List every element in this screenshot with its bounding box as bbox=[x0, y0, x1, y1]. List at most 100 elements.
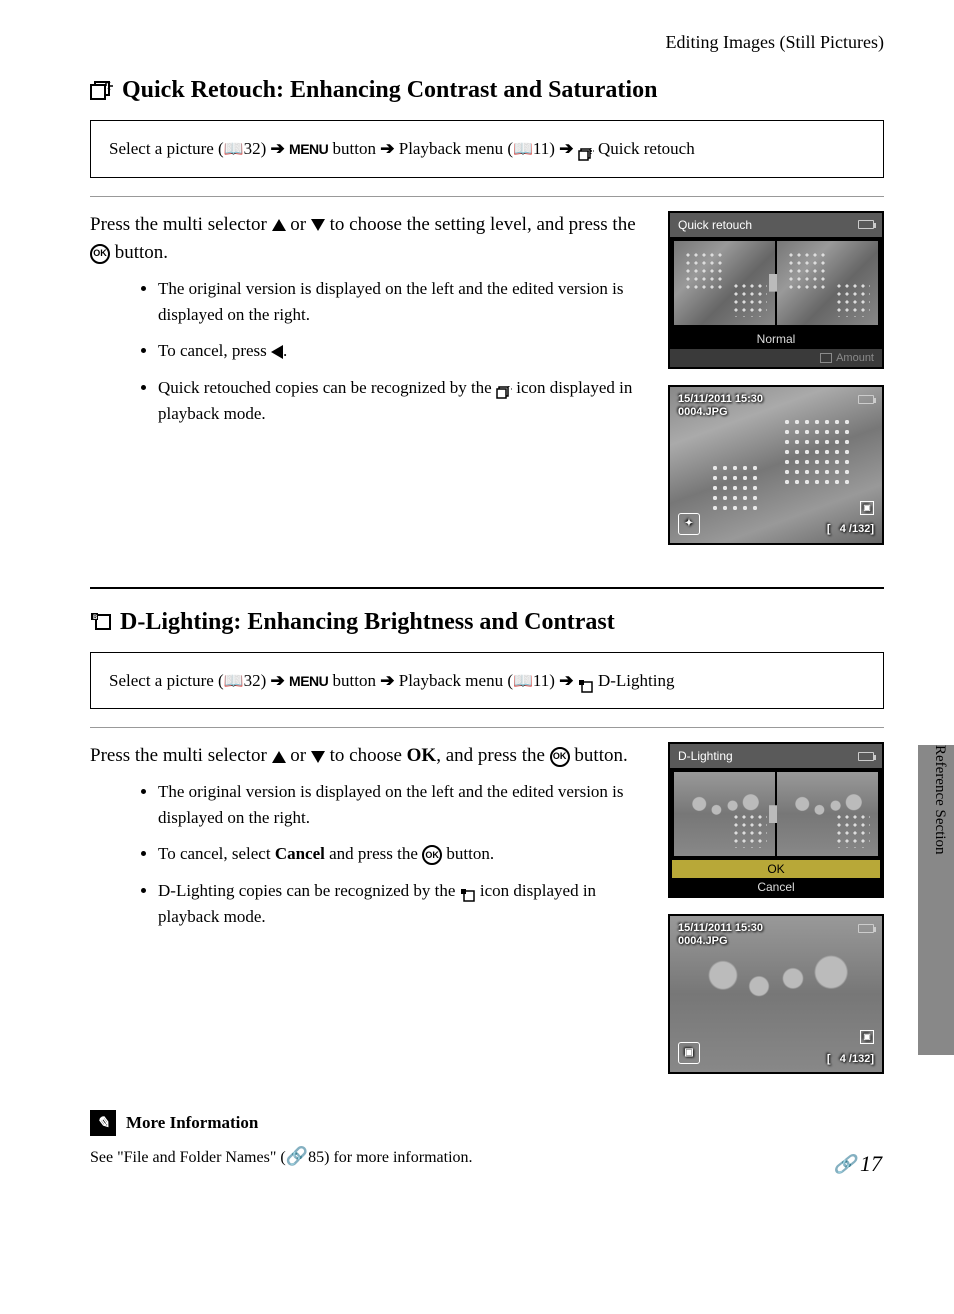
path-ref: 32 bbox=[244, 671, 261, 690]
divider bbox=[90, 196, 884, 197]
instruction-text: or bbox=[286, 745, 311, 766]
path-text: button bbox=[328, 139, 380, 158]
playback-filename: 0004.JPG bbox=[678, 935, 728, 947]
instruction-text: to choose bbox=[325, 745, 407, 766]
instruction-ok: OK bbox=[407, 745, 437, 766]
path-text: Select a picture ( bbox=[109, 671, 224, 690]
d-lighting-icon: B bbox=[90, 612, 112, 632]
playback-screen-1: 15/11/2011 15:30 0004.JPG ✦ ▣ [ 4 /132] bbox=[668, 385, 884, 545]
section-divider bbox=[90, 587, 884, 589]
playback-date: 15/11/2011 15:30 bbox=[678, 922, 763, 934]
section2-instruction: Press the multi selector or to choose OK… bbox=[90, 742, 648, 771]
quick-retouch-small-icon bbox=[496, 382, 512, 396]
playback-datetime: 15/11/2011 15:30 0004.JPG bbox=[678, 393, 763, 419]
section1-bullets: The original version is displayed on the… bbox=[90, 276, 648, 428]
section2-screens: D-Lighting OK Cancel bbox=[668, 742, 884, 1074]
bullet-item: Quick retouched copies can be recognized… bbox=[158, 375, 648, 428]
section1-title-text: Quick Retouch: Enhancing Contrast and Sa… bbox=[122, 77, 657, 104]
battery-icon bbox=[858, 395, 874, 404]
book-icon: 📖 bbox=[513, 673, 533, 690]
instruction-text: button. bbox=[570, 745, 628, 766]
preview-original bbox=[674, 241, 775, 325]
instruction-text: to choose the setting level, and press t… bbox=[325, 214, 636, 235]
section2-bullets: The original version is displayed on the… bbox=[90, 779, 648, 931]
camera-options: OK Cancel bbox=[670, 860, 882, 896]
instruction-text: , and press the bbox=[436, 745, 549, 766]
arrow-icon: ➔ bbox=[380, 671, 394, 690]
link-ref-icon: 🔗 bbox=[286, 1146, 308, 1167]
page-header: Editing Images (Still Pictures) bbox=[90, 32, 884, 53]
path-text: ) bbox=[549, 671, 559, 690]
path-ref: 11 bbox=[533, 139, 549, 158]
section2-text-col: Press the multi selector or to choose OK… bbox=[90, 742, 648, 940]
playback-datetime: 15/11/2011 15:30 0004.JPG bbox=[678, 922, 763, 948]
people-image bbox=[777, 772, 878, 856]
more-info-text: See "File and Folder Names" (🔗85) for mo… bbox=[90, 1146, 884, 1167]
bullet-text: To cancel, press bbox=[158, 341, 271, 360]
menu-icon: MENU bbox=[289, 673, 328, 689]
path-text: ) bbox=[261, 671, 271, 690]
section1-title: Quick Retouch: Enhancing Contrast and Sa… bbox=[90, 77, 884, 104]
link-ref-icon: 🔗 bbox=[834, 1154, 856, 1175]
bullet-text: To cancel, select bbox=[158, 844, 275, 863]
camera-body bbox=[670, 768, 882, 860]
pencil-note-icon: ✎ bbox=[90, 1110, 116, 1136]
page: Editing Images (Still Pictures) Quick Re… bbox=[0, 0, 954, 1207]
section1-screens: Quick retouch Normal Amount 15/11/2011 1… bbox=[668, 211, 884, 545]
bullet-item: D-Lighting copies can be recognized by t… bbox=[158, 878, 648, 931]
book-icon: 📖 bbox=[224, 141, 244, 158]
more-info-title: More Information bbox=[126, 1113, 258, 1133]
battery-icon bbox=[858, 220, 874, 229]
bullet-text: button. bbox=[442, 844, 494, 863]
section1-path-box: Select a picture (📖32) ➔ MENU button ➔ P… bbox=[90, 120, 884, 178]
bullet-text: D-Lighting copies can be recognized by t… bbox=[158, 881, 460, 900]
camera-screen-dlighting: D-Lighting OK Cancel bbox=[668, 742, 884, 898]
section2-title: B D-Lighting: Enhancing Brightness and C… bbox=[90, 609, 884, 636]
camera-option-ok[interactable]: OK bbox=[672, 860, 880, 878]
camera-body bbox=[670, 237, 882, 329]
instruction-text: or bbox=[286, 214, 311, 235]
playback-battery bbox=[858, 924, 874, 937]
playback-edit-icon: ▣ bbox=[860, 501, 874, 515]
playback-mode-icon: ✦ bbox=[678, 513, 700, 535]
bullet-text: Quick retouched copies can be recognized… bbox=[158, 378, 496, 397]
section2-title-text: D-Lighting: Enhancing Brightness and Con… bbox=[120, 609, 615, 636]
bullet-item: To cancel, select Cancel and press the O… bbox=[158, 841, 648, 867]
camera-option-cancel[interactable]: Cancel bbox=[670, 878, 882, 896]
instruction-text: Press the multi selector bbox=[90, 214, 272, 235]
preview-edited bbox=[777, 241, 878, 325]
playback-screen-2: 15/11/2011 15:30 0004.JPG ▣ ▣ [ 4 /132] bbox=[668, 914, 884, 1074]
path-text: Select a picture ( bbox=[109, 139, 224, 158]
camera-amount-bar: Amount bbox=[670, 349, 882, 367]
section1-text-col: Press the multi selector or to choose th… bbox=[90, 211, 648, 438]
battery-icon bbox=[858, 924, 874, 933]
instruction-text: Press the multi selector bbox=[90, 745, 272, 766]
path-text: Playback menu ( bbox=[394, 139, 513, 158]
playback-battery bbox=[858, 395, 874, 408]
camera-title: D-Lighting bbox=[678, 749, 733, 763]
camera-title: Quick retouch bbox=[678, 218, 752, 232]
quick-retouch-icon bbox=[90, 80, 114, 102]
arrow-icon: ➔ bbox=[271, 671, 285, 690]
people-image bbox=[674, 772, 775, 856]
divider bbox=[90, 727, 884, 728]
d-lighting-small-icon bbox=[460, 885, 476, 899]
battery-icon bbox=[858, 752, 874, 761]
info-ref: 85 bbox=[308, 1149, 324, 1166]
book-icon: 📖 bbox=[224, 673, 244, 690]
preview-edited bbox=[777, 772, 878, 856]
arrow-icon: ➔ bbox=[559, 671, 573, 690]
camera-screen-quick-retouch: Quick retouch Normal Amount bbox=[668, 211, 884, 369]
arrow-icon: ➔ bbox=[380, 139, 394, 158]
side-label: Reference Section bbox=[931, 745, 948, 945]
more-info-box: ✎ More Information See "File and Folder … bbox=[90, 1110, 884, 1167]
path-text: Quick retouch bbox=[594, 139, 695, 158]
section2-content: Press the multi selector or to choose OK… bbox=[90, 742, 884, 1074]
section1-instruction: Press the multi selector or to choose th… bbox=[90, 211, 648, 268]
ok-button-icon: OK bbox=[90, 244, 110, 264]
page-number-value: 17 bbox=[860, 1151, 882, 1177]
triangle-down-icon bbox=[311, 751, 325, 763]
book-icon: 📖 bbox=[513, 141, 533, 158]
playback-filename: 0004.JPG bbox=[678, 406, 728, 418]
path-text: D-Lighting bbox=[594, 671, 675, 690]
